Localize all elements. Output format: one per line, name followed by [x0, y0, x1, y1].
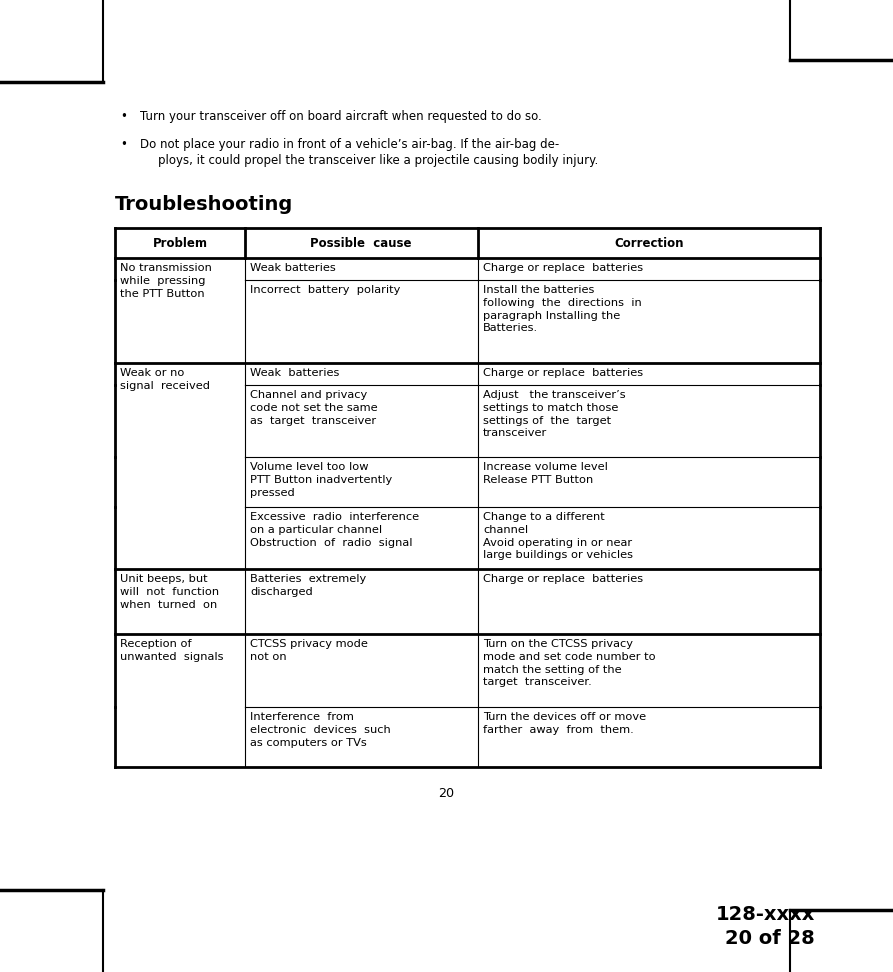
- Text: •: •: [120, 110, 127, 123]
- Text: Weak or no
signal  received: Weak or no signal received: [120, 368, 210, 391]
- Text: Weak batteries: Weak batteries: [250, 263, 336, 273]
- Text: 20: 20: [438, 787, 454, 800]
- Text: Channel and privacy
code not set the same
as  target  transceiver: Channel and privacy code not set the sam…: [250, 390, 378, 426]
- Text: Unit beeps, but
will  not  function
when  turned  on: Unit beeps, but will not function when t…: [120, 574, 219, 609]
- Text: Change to a different
channel
Avoid operating in or near
large buildings or vehi: Change to a different channel Avoid oper…: [483, 512, 633, 561]
- Text: •: •: [120, 138, 127, 151]
- Text: Charge or replace  batteries: Charge or replace batteries: [483, 368, 643, 378]
- Text: Troubleshooting: Troubleshooting: [115, 195, 293, 214]
- Text: Install the batteries
following  the  directions  in
paragraph Installing the
Ba: Install the batteries following the dire…: [483, 285, 642, 333]
- Text: Adjust   the transceiver’s
settings to match those
settings of  the  target
tran: Adjust the transceiver’s settings to mat…: [483, 390, 626, 438]
- Text: Excessive  radio  interference
on a particular channel
Obstruction  of  radio  s: Excessive radio interference on a partic…: [250, 512, 419, 547]
- Text: Turn your transceiver off on board aircraft when requested to do so.: Turn your transceiver off on board aircr…: [140, 110, 542, 123]
- Text: Possible  cause: Possible cause: [310, 236, 412, 250]
- Text: Turn on the CTCSS privacy
mode and set code number to
match the setting of the
t: Turn on the CTCSS privacy mode and set c…: [483, 639, 655, 687]
- Text: Weak  batteries: Weak batteries: [250, 368, 339, 378]
- Text: 128-xxxx
20 of 28: 128-xxxx 20 of 28: [715, 905, 815, 948]
- Text: Batteries  extremely
discharged: Batteries extremely discharged: [250, 574, 366, 597]
- Text: Problem: Problem: [153, 236, 207, 250]
- Text: Charge or replace  batteries: Charge or replace batteries: [483, 574, 643, 584]
- Text: CTCSS privacy mode
not on: CTCSS privacy mode not on: [250, 639, 368, 662]
- Text: Incorrect  battery  polarity: Incorrect battery polarity: [250, 285, 400, 295]
- Text: Do not place your radio in front of a vehicle’s air-bag. If the air-bag de-: Do not place your radio in front of a ve…: [140, 138, 559, 151]
- Text: No transmission
while  pressing
the PTT Button: No transmission while pressing the PTT B…: [120, 263, 212, 298]
- Text: Interference  from
electronic  devices  such
as computers or TVs: Interference from electronic devices suc…: [250, 712, 391, 747]
- Text: Turn the devices off or move
farther  away  from  them.: Turn the devices off or move farther awa…: [483, 712, 647, 735]
- Text: Correction: Correction: [614, 236, 684, 250]
- Text: Reception of
unwanted  signals: Reception of unwanted signals: [120, 639, 223, 662]
- Text: Volume level too low
PTT Button inadvertently
pressed: Volume level too low PTT Button inadvert…: [250, 462, 392, 498]
- Text: ploys, it could propel the transceiver like a projectile causing bodily injury.: ploys, it could propel the transceiver l…: [158, 154, 598, 167]
- Text: Increase volume level
Release PTT Button: Increase volume level Release PTT Button: [483, 462, 608, 485]
- Text: Charge or replace  batteries: Charge or replace batteries: [483, 263, 643, 273]
